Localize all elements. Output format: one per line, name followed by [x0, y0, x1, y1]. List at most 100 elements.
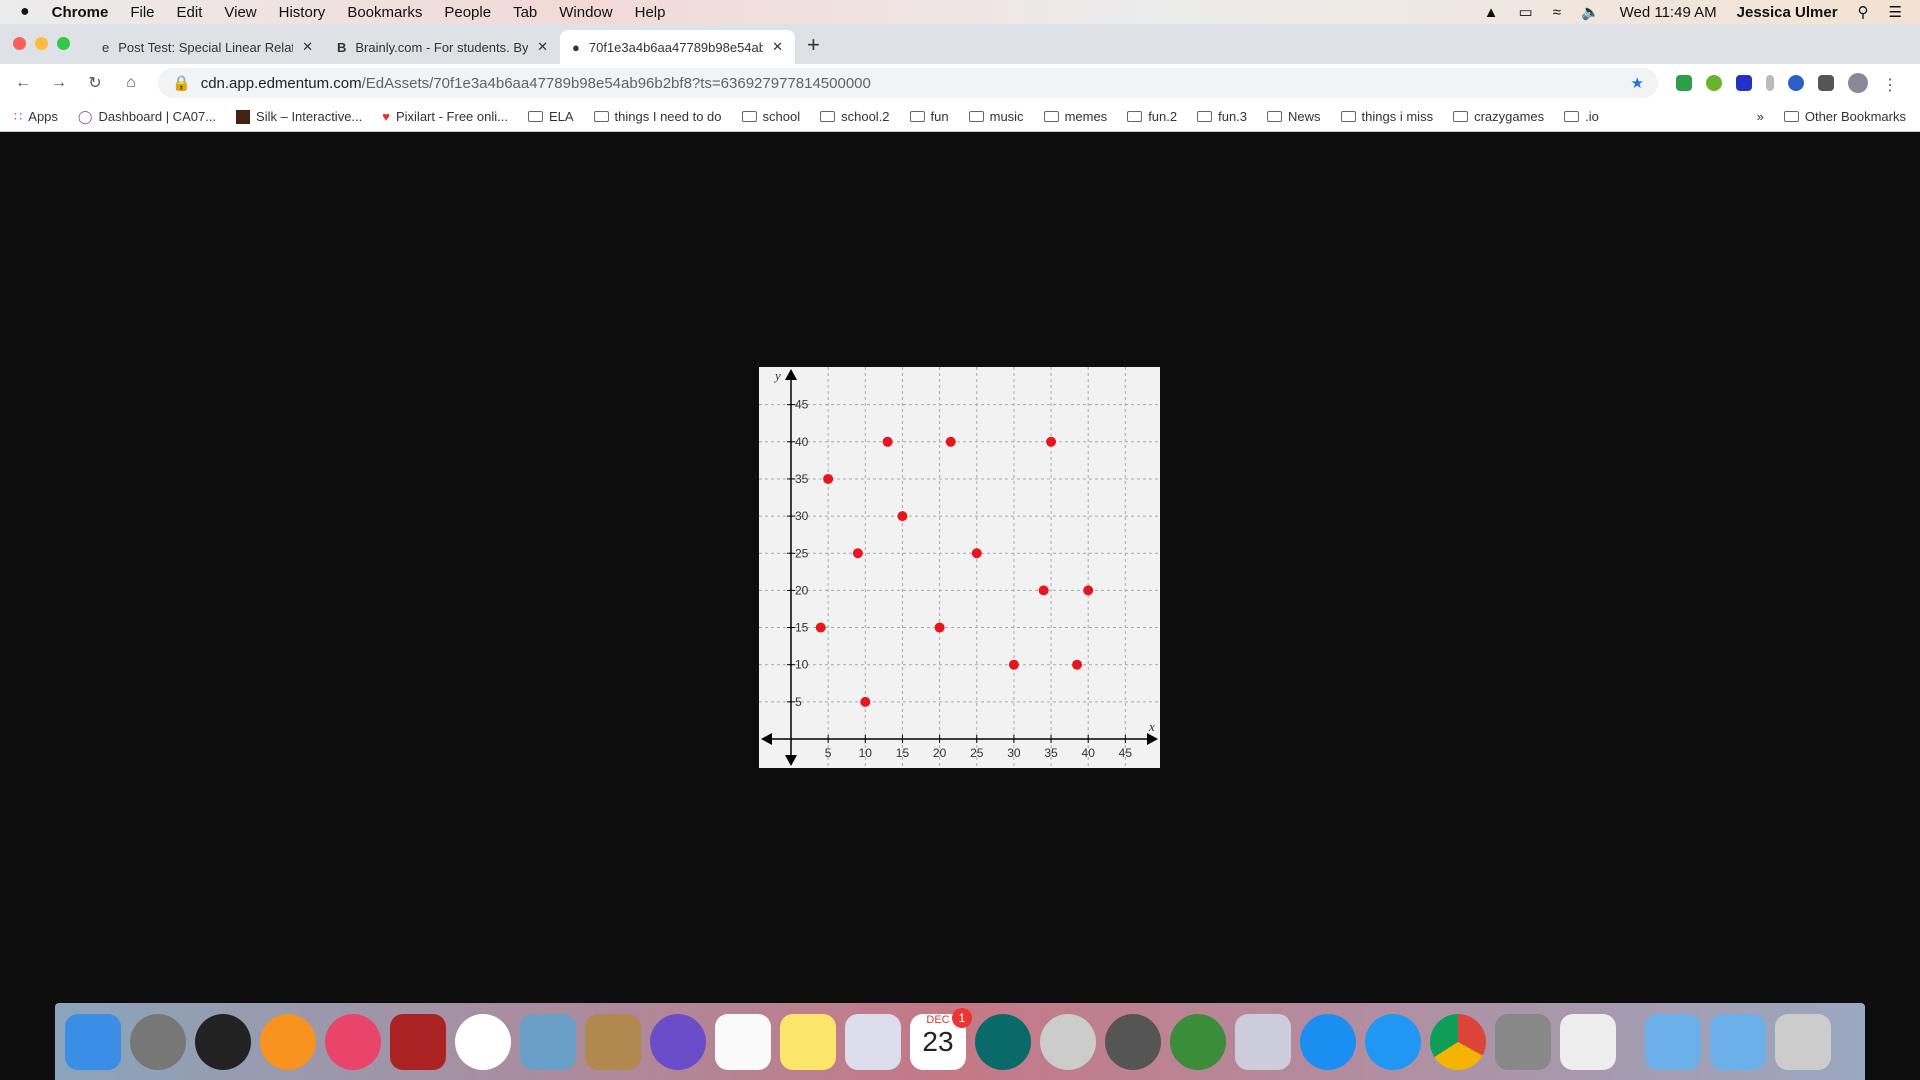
bookmark-folder[interactable]: music [968, 109, 1024, 124]
k-extension-icon[interactable] [1788, 75, 1804, 91]
close-tab-icon[interactable]: ✕ [537, 39, 548, 54]
close-tab-icon[interactable]: ✕ [302, 39, 313, 54]
star-icon[interactable]: ★ [1630, 75, 1644, 92]
plus-extension-icon[interactable] [1706, 75, 1722, 91]
bookmark-folder[interactable]: things I need to do [593, 109, 722, 124]
silk-icon [236, 109, 251, 124]
more-icon[interactable]: ⋮ [1882, 77, 1898, 94]
applications-folder-icon[interactable] [1645, 1013, 1701, 1070]
home-icon[interactable]: ⌂ [126, 74, 136, 91]
menu-window[interactable]: Window [559, 3, 613, 21]
puzzle-icon[interactable] [1818, 75, 1834, 91]
menu-app[interactable]: Chrome [51, 3, 109, 21]
address-bar[interactable]: 🔒 cdn.app.edmentum.com/EdAssets/70f1e3a4… [158, 68, 1658, 98]
folder-icon [1127, 111, 1143, 122]
bookmark-folder[interactable]: memes [1043, 109, 1107, 124]
search-icon[interactable]: ⚲ [1857, 4, 1869, 21]
system-preferences-icon[interactable] [1105, 1013, 1161, 1070]
bookmark-folder[interactable]: fun.2 [1127, 109, 1177, 124]
bookmark-dashboard[interactable]: ◯ Dashboard | CA07... [78, 109, 216, 125]
bookmark-folder[interactable]: fun.3 [1197, 109, 1247, 124]
bookmark-folder[interactable]: fun [909, 109, 949, 124]
launchpad-icon[interactable] [130, 1013, 186, 1070]
bookmark-folder[interactable]: .io [1564, 109, 1599, 124]
reload-icon[interactable]: ↻ [88, 75, 102, 92]
dashboard-icon[interactable] [195, 1013, 251, 1070]
drive-icon[interactable]: ▲ [1483, 3, 1499, 21]
calculator-icon[interactable] [1495, 1013, 1551, 1070]
tab-title: Post Test: Special Linear Relati [118, 39, 294, 55]
imovie-icon[interactable] [650, 1013, 706, 1070]
url-path: /EdAssets/70f1e3a4b6aa47789b98e54ab96b2b… [361, 74, 871, 92]
extension-icon[interactable] [1766, 75, 1774, 91]
chrome-icon[interactable] [1430, 1013, 1486, 1070]
contacts-icon[interactable] [585, 1013, 641, 1070]
more-bookmarks-icon[interactable]: » [1756, 109, 1764, 124]
bookmark-other[interactable]: Other Bookmarks [1783, 109, 1920, 124]
time-machine-icon[interactable] [975, 1013, 1031, 1070]
menu-history[interactable]: History [278, 3, 326, 21]
calendar-icon[interactable]: DEC 23 1 [910, 1007, 972, 1070]
ibooks-icon[interactable] [260, 1013, 316, 1070]
bookmark-folder[interactable]: News [1267, 109, 1321, 124]
folder-icon [1340, 111, 1356, 122]
keynote-icon[interactable] [1235, 1013, 1291, 1070]
bookmark-silk[interactable]: Silk – Interactive... [236, 109, 362, 124]
tab-post-test[interactable]: e Post Test: Special Linear Relati ✕ [90, 30, 325, 64]
menu-bookmarks[interactable]: Bookmarks [347, 3, 423, 21]
menu-file[interactable]: File [130, 3, 155, 21]
clock[interactable]: Wed 11:49 AM [1619, 3, 1717, 21]
close-window-button[interactable] [13, 37, 26, 50]
airplay-icon[interactable]: ▭ [1518, 4, 1533, 21]
c-extension-icon[interactable] [1736, 75, 1752, 91]
trash-icon[interactable] [1775, 1013, 1831, 1070]
bookmark-folder[interactable]: ELA [527, 109, 574, 124]
reminders-icon[interactable] [715, 1013, 771, 1070]
mail-icon[interactable] [845, 1013, 901, 1070]
bookmark-folder[interactable]: school.2 [820, 109, 890, 124]
bookmark-folder[interactable]: crazygames [1453, 109, 1544, 124]
menu-people[interactable]: People [444, 3, 492, 21]
documents-folder-icon[interactable] [1710, 1013, 1766, 1070]
bookmark-folder[interactable]: school [741, 109, 800, 124]
volume-icon[interactable]: 🔈 [1580, 4, 1600, 21]
x-tick-label: 5 [825, 746, 832, 760]
new-tab-button[interactable]: + [807, 32, 820, 57]
bookmark-apps[interactable]: ∷ Apps [14, 109, 58, 125]
lock-icon: 🔒 [172, 75, 191, 92]
close-tab-icon[interactable]: ✕ [772, 39, 783, 54]
back-icon[interactable]: ← [15, 74, 31, 91]
photo-booth-icon[interactable] [390, 1013, 446, 1070]
zoom-window-button[interactable] [57, 37, 70, 50]
bookmark-folder[interactable]: things i miss [1340, 109, 1433, 124]
bookmark-label: fun [930, 109, 949, 124]
bookmark-pixilart[interactable]: ♥ Pixilart - Free onli... [382, 109, 508, 124]
preview-icon[interactable] [520, 1013, 576, 1070]
minimize-window-button[interactable] [35, 37, 48, 50]
classroom-extension-icon[interactable] [1676, 75, 1692, 91]
menu-tab[interactable]: Tab [513, 3, 538, 21]
safari-icon[interactable] [1365, 1013, 1421, 1070]
itunes-icon[interactable] [325, 1013, 381, 1070]
menu-view[interactable]: View [224, 3, 257, 21]
forward-icon[interactable]: → [51, 74, 67, 91]
data-point [934, 622, 945, 633]
folder-icon [1453, 111, 1469, 122]
user-name[interactable]: Jessica Ulmer [1736, 3, 1838, 21]
notes-icon[interactable] [780, 1013, 836, 1070]
dvd-player-icon[interactable] [1040, 1013, 1096, 1070]
calendar-month: DEC [926, 1013, 950, 1026]
apple-icon[interactable]: ● [20, 3, 30, 20]
photos-icon[interactable] [455, 1013, 511, 1070]
tab-active[interactable]: ● 70f1e3a4b6aa47789b98e54ab ✕ [560, 30, 795, 64]
app-store-icon[interactable] [1300, 1013, 1356, 1070]
finder-icon[interactable] [65, 1013, 121, 1070]
menu-help[interactable]: Help [634, 3, 666, 21]
avatar[interactable] [1848, 73, 1868, 93]
wifi-icon[interactable]: ≈ [1552, 3, 1561, 21]
tab-brainly[interactable]: B Brainly.com - For students. By ✕ [325, 30, 560, 64]
menu-edit[interactable]: Edit [176, 3, 203, 21]
list-icon[interactable]: ☰ [1888, 4, 1902, 21]
textedit-icon[interactable] [1560, 1013, 1616, 1070]
network-globe-icon[interactable] [1170, 1013, 1226, 1070]
